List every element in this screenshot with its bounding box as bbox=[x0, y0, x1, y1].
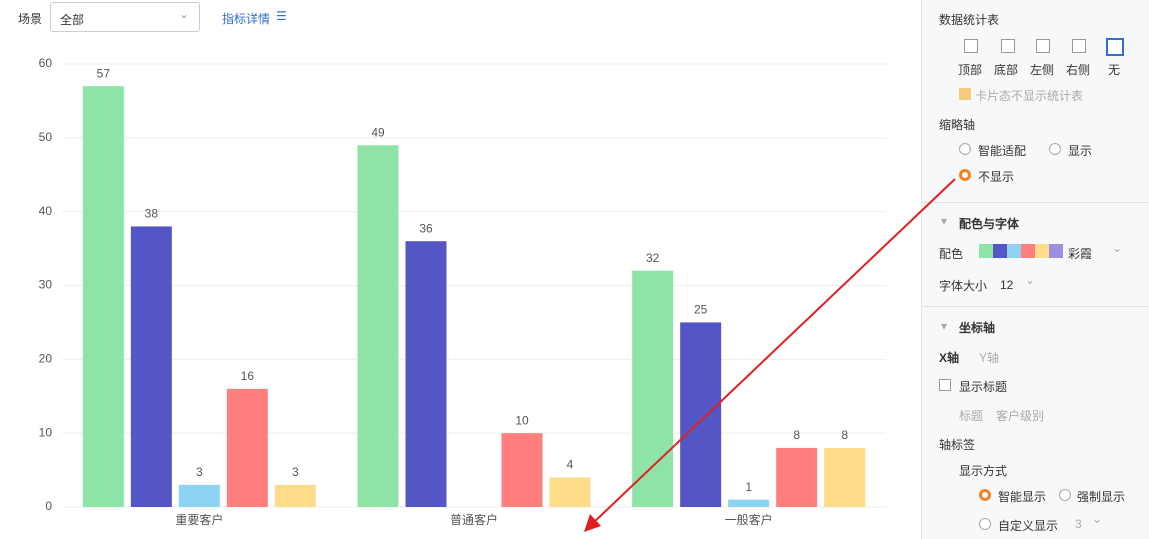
x-tick-label: 重要客户 bbox=[175, 512, 223, 527]
dropdown-icon[interactable]: ⌄ bbox=[1025, 273, 1036, 287]
bar bbox=[632, 270, 674, 507]
collapse-icon[interactable]: ▾ bbox=[941, 214, 948, 228]
data-label: 1 bbox=[745, 480, 752, 494]
palette-swatches[interactable] bbox=[979, 244, 1063, 258]
bar bbox=[680, 322, 722, 507]
x-tick-label: 普通客户 bbox=[450, 512, 498, 527]
bar bbox=[357, 145, 399, 507]
radio[interactable] bbox=[979, 518, 991, 530]
y-tick-label: 10 bbox=[39, 425, 53, 439]
y-tick-label: 60 bbox=[39, 56, 53, 70]
bar bbox=[549, 477, 591, 507]
radio-label: 智能适配 bbox=[978, 144, 1027, 158]
section-title: 缩略轴 bbox=[939, 118, 976, 132]
bar bbox=[405, 241, 447, 507]
data-label: 8 bbox=[793, 428, 800, 442]
y-tick-label: 30 bbox=[39, 278, 53, 292]
pos-icon[interactable] bbox=[1001, 39, 1015, 53]
dropdown-icon: ⌄ bbox=[179, 7, 190, 21]
bar bbox=[130, 226, 172, 507]
settings-panel: 数据统计表 顶部 底部 左侧 右侧 无 卡片态不显示统计表 缩略轴 智能适配 显示 不显… bbox=[921, 0, 1149, 539]
bar bbox=[274, 484, 316, 507]
bar bbox=[776, 447, 818, 507]
section-title: 轴标签 bbox=[939, 438, 976, 452]
pos-icon[interactable] bbox=[1072, 39, 1086, 53]
section-title: 数据统计表 bbox=[939, 13, 1000, 27]
radio-label: 智能显示 bbox=[998, 490, 1047, 504]
checkbox[interactable] bbox=[939, 379, 951, 391]
radio-label: 自定义显示 bbox=[998, 519, 1059, 533]
radio-label: 显示 bbox=[1068, 144, 1093, 158]
field-label: 标题 bbox=[959, 409, 984, 423]
y-tick-label: 40 bbox=[39, 204, 53, 218]
data-label: 36 bbox=[419, 221, 433, 235]
y-tick-label: 50 bbox=[39, 130, 53, 144]
checkbox[interactable] bbox=[959, 88, 971, 100]
data-label: 49 bbox=[371, 125, 385, 139]
pos-label: 左侧 bbox=[1030, 63, 1055, 77]
collapse-icon[interactable]: ▾ bbox=[941, 319, 948, 333]
font-size-value: 12 bbox=[1000, 278, 1014, 292]
radio[interactable] bbox=[979, 489, 991, 501]
data-label: 10 bbox=[515, 413, 529, 427]
chart: 0 10 20 30 40 50 60 重要客户 57 38 3 16 3 普通客户 49 36 10 4 一般客户… bbox=[39, 56, 886, 527]
radio-label: 不显示 bbox=[978, 170, 1015, 184]
pos-icon[interactable] bbox=[964, 39, 978, 53]
section-title: 配色与字体 bbox=[959, 217, 1020, 231]
field-value: 客户级别 bbox=[996, 409, 1045, 423]
scene-select[interactable]: 全部 ⌄ bbox=[50, 2, 200, 32]
radio[interactable] bbox=[1049, 143, 1061, 155]
section-title: 坐标轴 bbox=[959, 321, 996, 335]
data-label: 25 bbox=[694, 303, 708, 317]
field-label: 显示方式 bbox=[959, 464, 1008, 478]
data-label: 3 bbox=[196, 465, 203, 479]
pos-label: 底部 bbox=[994, 63, 1019, 77]
data-label: 57 bbox=[97, 66, 111, 80]
bar bbox=[82, 86, 124, 508]
data-label: 4 bbox=[567, 458, 574, 472]
data-label: 16 bbox=[241, 369, 255, 383]
data-label: 8 bbox=[841, 428, 848, 442]
field-label: 配色 bbox=[939, 247, 964, 261]
bar bbox=[728, 499, 770, 507]
metric-detail-link[interactable]: 指标详情 bbox=[222, 12, 271, 26]
tab[interactable]: Y轴 bbox=[979, 351, 1000, 365]
pos-icon[interactable] bbox=[1106, 38, 1124, 56]
dropdown-icon[interactable]: ⌄ bbox=[1112, 241, 1123, 255]
tab[interactable]: X轴 bbox=[939, 351, 960, 365]
radio[interactable] bbox=[959, 169, 971, 181]
list-icon: ☰ bbox=[276, 9, 287, 23]
data-label: 3 bbox=[292, 465, 299, 479]
bar bbox=[824, 447, 866, 507]
pos-label: 顶部 bbox=[958, 63, 983, 77]
radio[interactable] bbox=[1059, 489, 1071, 501]
palette-name: 彩霞 bbox=[1068, 247, 1093, 261]
checkbox-label: 卡片态不显示统计表 bbox=[975, 89, 1084, 103]
bar bbox=[226, 388, 268, 507]
data-label: 38 bbox=[145, 207, 159, 221]
scene-label: 场景 bbox=[18, 12, 43, 26]
radio-label: 强制显示 bbox=[1077, 490, 1126, 504]
y-tick-label: 20 bbox=[39, 352, 53, 366]
radio[interactable] bbox=[959, 143, 971, 155]
bar bbox=[178, 484, 220, 507]
pos-icon[interactable] bbox=[1036, 39, 1050, 53]
pos-label: 右侧 bbox=[1066, 63, 1091, 77]
dropdown-icon[interactable]: ⌄ bbox=[1092, 512, 1103, 526]
checkbox-label: 显示标题 bbox=[959, 380, 1008, 394]
scene-value: 全部 bbox=[60, 13, 85, 27]
pos-label: 无 bbox=[1108, 63, 1121, 77]
x-tick-label: 一般客户 bbox=[725, 512, 773, 527]
data-label: 32 bbox=[646, 251, 660, 265]
custom-value: 3 bbox=[1075, 517, 1082, 531]
bar bbox=[501, 433, 543, 507]
y-tick-label: 0 bbox=[45, 499, 52, 513]
field-label: 字体大小 bbox=[939, 279, 988, 293]
